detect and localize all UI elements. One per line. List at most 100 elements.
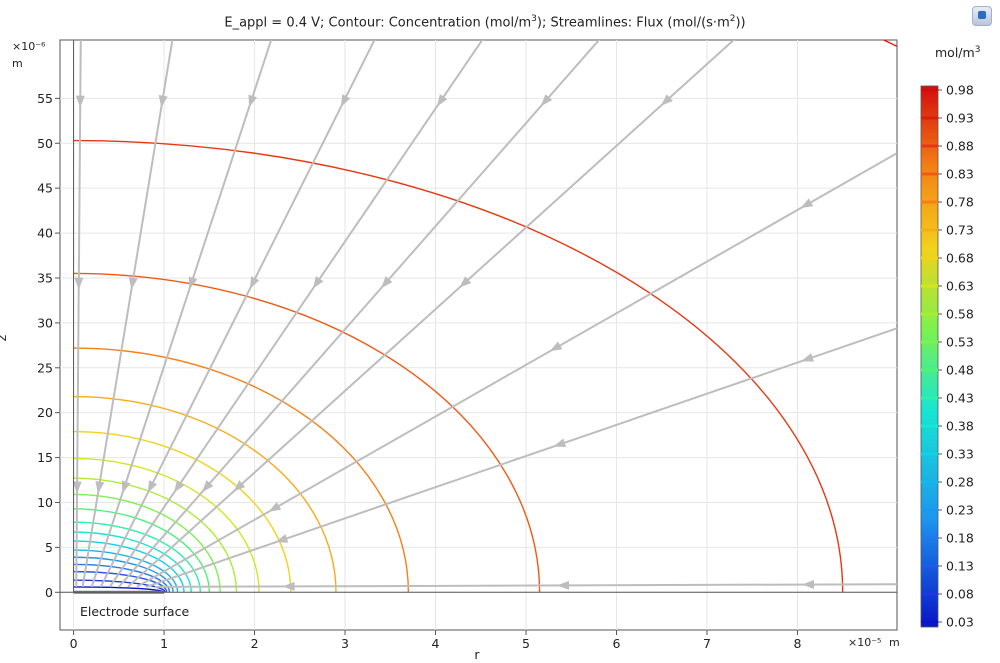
x-tick-label: 2 [251,636,259,651]
x-scale-label: ×10⁻⁵ [848,636,881,649]
streamline [81,40,174,588]
contour-line [73,579,166,593]
streamline-arrow [340,94,351,108]
x-unit-label: m [889,636,900,649]
legend-unit-label: mol/m3 [935,45,980,60]
legend-level-label: 0.43 [946,391,974,406]
contour-line [73,139,844,593]
legend-level-label: 0.03 [946,615,974,630]
y-tick-label: 50 [37,136,53,151]
legend-level-label: 0.08 [946,587,974,602]
streamline-arrow [282,581,295,591]
streamline-arrow [549,341,563,352]
contour-line [73,272,541,593]
x-tick-label: 1 [160,636,168,651]
streamline-arrow [147,480,158,494]
legend-level-label: 0.28 [946,475,974,490]
y-tick-label: 40 [37,226,53,241]
color-legend: mol/m3 0.030.080.130.180.230.280.330.380… [920,45,980,630]
streamline-arrow [459,276,472,288]
streamline-arrow [188,276,198,290]
contour-line [73,395,337,593]
streamline-arrow [173,480,185,493]
streamline [136,152,897,588]
legend-level-label: 0.83 [946,167,974,182]
legend-level-label: 0.78 [946,195,974,210]
legend-level-label: 0.53 [946,335,974,350]
streamline-arrow [121,480,131,494]
x-tick-label: 7 [703,636,711,651]
plot-title: E_appl = 0.4 V; Contour: Concentration (… [224,14,746,31]
streamline-arrow [801,353,815,362]
contour-line [73,531,192,593]
streamline-arrow [801,580,814,590]
y-tick-label: 5 [45,540,53,555]
contour-line [73,540,185,593]
y-tick-label: 35 [37,270,53,285]
legend-level-label: 0.68 [946,251,974,266]
x-tick-label: 4 [432,636,440,651]
contour-line [73,430,292,593]
streamline [118,40,601,588]
contour-line [73,508,211,593]
streamlines [72,40,897,591]
contour-line [73,556,174,593]
contour-line [73,493,221,593]
contour-line [73,521,201,593]
legend-level-label: 0.23 [946,503,974,518]
legend-level-label: 0.63 [946,279,974,294]
contour-line [73,347,410,593]
legend-ticks: 0.03 0.08 0.13 0.18 0.23 0.28 0.33 0.38 0.43 0.48… [921,83,974,630]
streamline [90,40,273,588]
y-tick-label: 15 [37,450,53,465]
streamline [155,583,897,588]
y-axis: 0 5 10 15 20 25 30 35 40 45 50 55 [37,91,60,600]
legend-level-label: 0.48 [946,363,974,378]
x-axis-label: r [474,647,480,662]
x-tick-label: 6 [613,636,621,651]
y-tick-label: 55 [37,91,53,106]
y-tick-label: 10 [37,495,53,510]
legend-level-label: 0.18 [946,531,974,546]
streamline [75,40,82,587]
y-axis-label: z [0,334,9,341]
contour-line [73,477,238,593]
streamline-arrow [128,276,138,290]
legend-level-label: 0.13 [946,559,974,574]
streamline-arrow [233,480,246,492]
y-scale-label: ×10⁻⁶ [12,40,46,53]
legend-level-label: 0.58 [946,307,974,322]
streamline-arrow [800,198,814,209]
streamline-arrow [660,94,673,106]
x-tick-label: 0 [70,636,78,651]
app-logo-icon[interactable] [972,6,992,26]
y-tick-label: 20 [37,405,53,420]
y-tick-label: 0 [45,585,53,600]
streamline [108,40,484,588]
streamline-arrow [540,94,553,107]
x-tick-label: 3 [341,636,349,651]
legend-level-label: 0.98 [946,83,974,98]
legend-level-label: 0.93 [946,111,974,126]
streamline-arrow [553,438,567,447]
legend-level-label: 0.38 [946,419,974,434]
contour-line [73,549,179,593]
electrode-surface-label: Electrode surface [80,604,189,619]
legend-colorbar [920,85,939,628]
y-tick-label: 45 [37,181,53,196]
streamline-arrow [201,480,214,493]
streamline-arrow [75,95,85,108]
streamline [127,40,736,588]
streamline-arrow [74,277,84,290]
streamline-arrow [248,94,258,108]
legend-level-label: 0.88 [946,139,974,154]
y-unit-label: m [12,57,23,70]
x-tick-label: 8 [793,636,801,651]
x-axis: 0 1 2 3 4 5 6 7 8 [70,630,801,651]
streamline-arrow [268,501,282,512]
streamline-arrow [249,276,260,289]
streamline [145,327,897,588]
streamline-arrow [95,480,105,494]
y-tick-label: 25 [37,360,53,375]
electrode-surface [60,40,897,594]
